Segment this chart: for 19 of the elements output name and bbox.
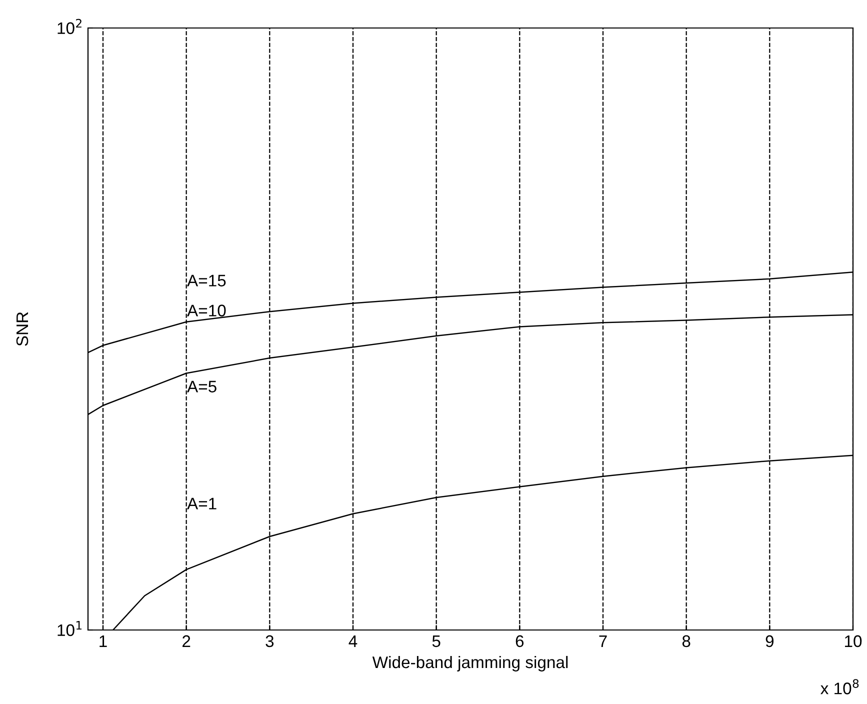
x-tick-label: 5 [432,635,440,648]
annotation: A=15 [187,274,226,286]
y-axis-title: SNR [16,312,28,346]
x-tick-label: 2 [182,635,190,647]
annotation: A=5 [187,380,216,392]
x-tick-label: 10 [845,635,862,648]
x-tick-label: 8 [682,635,690,648]
y-tick-label: 10$^{1}$ [58,621,82,636]
annotation: A=10 [187,304,226,316]
x-axis-title: Wide-band jamming signal [372,656,568,672]
y-tick-label: 10$^{2}$ [58,18,82,34]
x-tick-label: 7 [599,635,607,647]
x-tick-label: 6 [516,635,524,648]
text: x 10$^{8}$ [820,679,859,694]
x-tick-label: 3 [266,635,274,648]
annotation: A=1 [187,498,216,510]
x-tick-label: 1 [100,635,107,647]
x-tick-label: 9 [766,635,774,648]
x-tick-label: 4 [348,635,358,647]
